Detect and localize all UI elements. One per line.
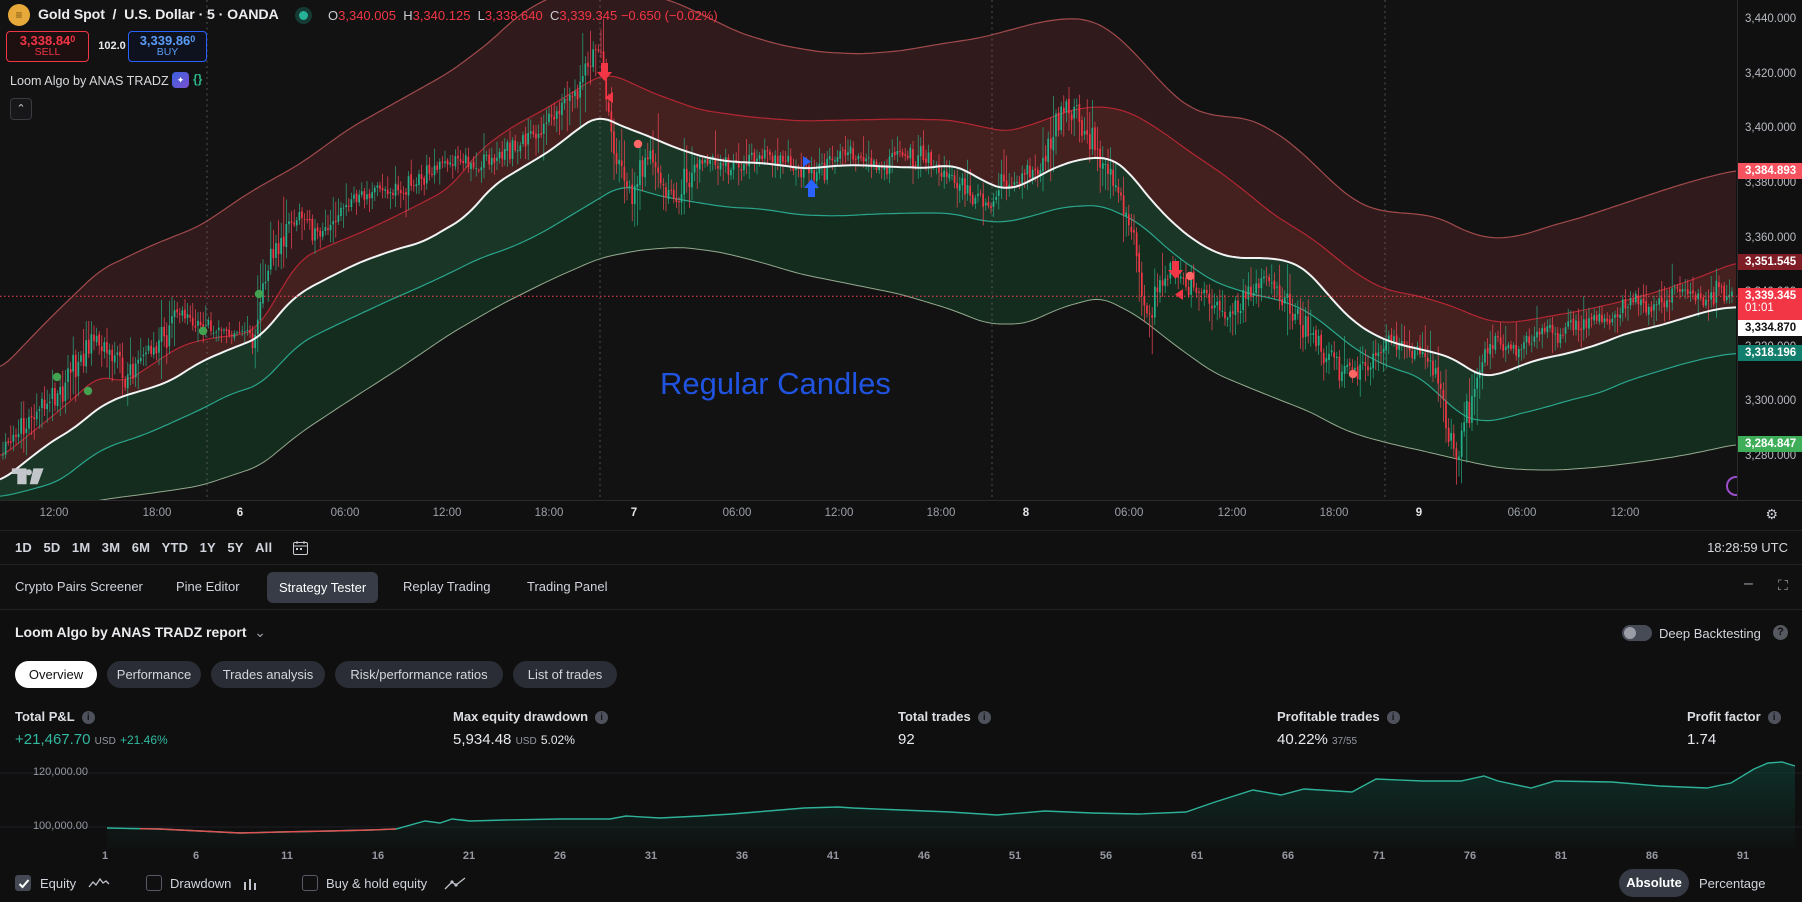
svg-text:Regular Candles: Regular Candles (660, 366, 891, 401)
